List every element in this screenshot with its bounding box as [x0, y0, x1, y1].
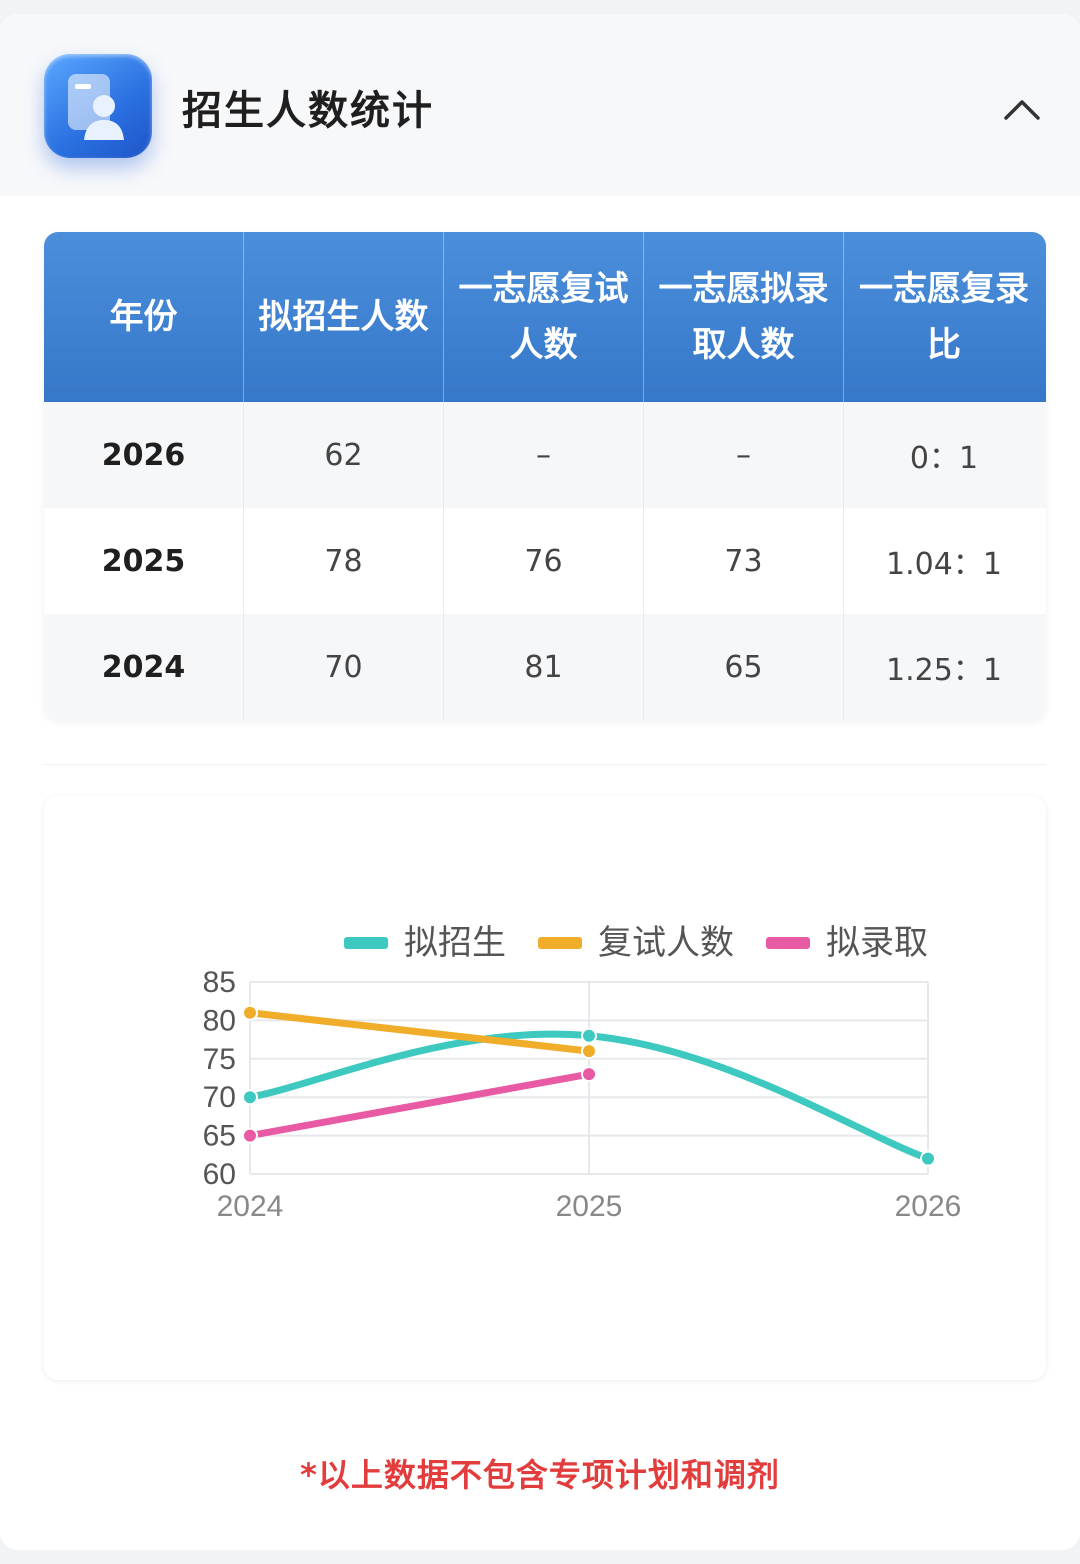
data-point — [242, 1089, 258, 1106]
table-cell: 76 — [444, 508, 644, 614]
table-row: 2024 70 81 65 1.25：1 — [44, 614, 1046, 720]
y-tick-label: 60 — [203, 1158, 236, 1191]
enrollment-table: 年份 拟招生人数 一志愿复试人数 一志愿拟录取人数 一志愿复录比 2026 62… — [44, 232, 1046, 720]
series-line-3 — [246, 1070, 593, 1140]
y-tick-label: 75 — [203, 1043, 236, 1076]
table-cell: 70 — [244, 614, 444, 720]
legend-swatch — [538, 937, 582, 949]
table-cell: 1.04：1 — [886, 547, 1002, 582]
legend-swatch — [344, 937, 388, 949]
table-cell: 73 — [644, 508, 844, 614]
table-cell: 62 — [244, 402, 444, 508]
y-tick-label: 80 — [203, 1004, 236, 1037]
data-point — [920, 1150, 936, 1167]
data-point — [581, 1027, 597, 1044]
data-point — [581, 1066, 597, 1083]
column-header-year: 年份 — [44, 232, 244, 402]
table-cell: 1.25：1 — [886, 653, 1002, 688]
section-divider — [44, 764, 1046, 765]
data-point — [242, 1004, 258, 1021]
x-tick-label: 2026 — [895, 1190, 962, 1223]
legend-swatch — [766, 937, 810, 949]
column-header-planned: 拟招生人数 — [244, 232, 444, 402]
table-cell: – — [644, 402, 844, 508]
line-chart-card: 60 65 70 75 80 85 2024 2025 2026 拟招生 复试人数 拟录取 — [44, 796, 1046, 1380]
column-header-ratio: 一志愿复录比 — [859, 269, 1029, 365]
page-title: 招生人数统计 — [182, 88, 434, 134]
legend-label: 拟录取 — [826, 923, 928, 963]
card-header[interactable]: 招生人数统计 — [0, 14, 1080, 196]
table-cell-year: 2026 — [44, 402, 244, 508]
data-point — [581, 1043, 597, 1060]
y-tick-label: 70 — [203, 1081, 236, 1114]
data-point — [242, 1127, 258, 1144]
footnote: *以上数据不包含专项计划和调剂 — [300, 1456, 780, 1494]
x-tick-label: 2024 — [217, 1190, 284, 1223]
line-chart: 60 65 70 75 80 85 2024 2025 2026 拟招生 复试人数 拟录取 — [203, 923, 962, 1223]
table-cell-year: 2025 — [44, 508, 244, 614]
chevron-up-icon[interactable] — [1000, 94, 1044, 124]
table-cell: 81 — [444, 614, 644, 720]
table-cell: 0：1 — [909, 441, 979, 476]
table-cell: – — [444, 402, 644, 508]
column-header-retest: 一志愿复试人数 — [444, 232, 644, 402]
table-header: 年份 拟招生人数 一志愿复试人数 一志愿拟录取人数 一志愿复录比 — [44, 232, 1046, 402]
series-line-2 — [246, 1009, 593, 1055]
y-tick-label: 65 — [203, 1120, 236, 1153]
table-row: 2025 78 76 73 1.04：1 — [44, 508, 1046, 614]
user-profile-icon — [44, 54, 152, 158]
column-header-admitted: 一志愿拟录取人数 — [644, 232, 844, 402]
table-cell: 78 — [244, 508, 444, 614]
legend-label: 复试人数 — [598, 923, 734, 963]
x-tick-label: 2025 — [556, 1190, 623, 1223]
stats-card: 招生人数统计 年份 拟招生人数 一志愿复试人数 一志愿拟录取人数 一志愿复录比 … — [0, 14, 1080, 1550]
table-row: 2026 62 – – 0：1 — [44, 402, 1046, 508]
legend-label: 拟招生 — [404, 923, 506, 963]
y-tick-label: 85 — [203, 966, 236, 999]
table-cell: 65 — [644, 614, 844, 720]
table-cell-year: 2024 — [44, 614, 244, 720]
